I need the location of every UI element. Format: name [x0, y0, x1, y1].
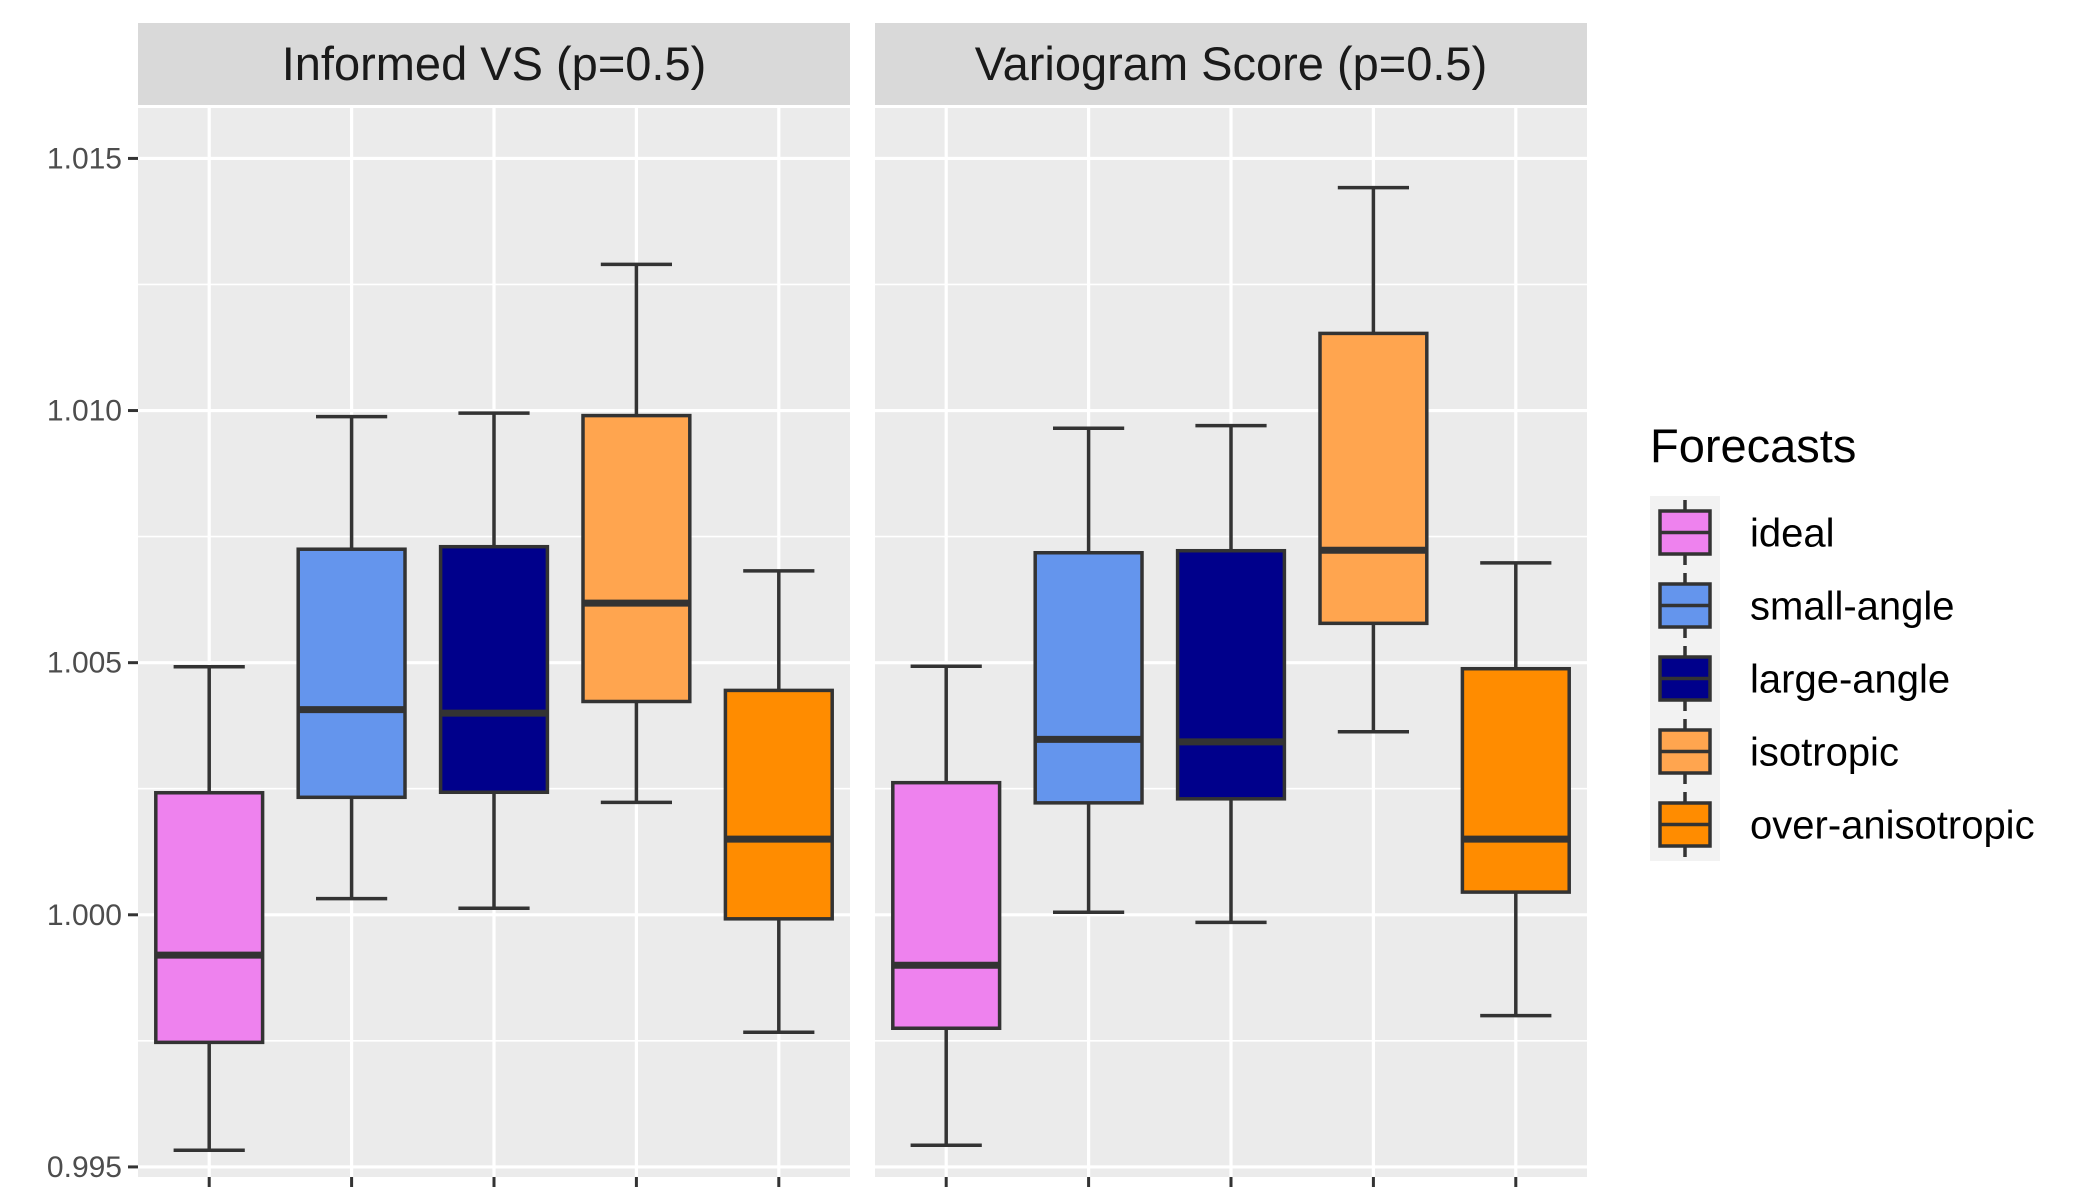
legend-label: isotropic	[1750, 731, 1899, 775]
facet-strip	[138, 23, 850, 105]
box-over-anisotropic	[723, 569, 834, 1035]
facet-title: Informed VS (p=0.5)	[282, 37, 707, 90]
panel-2: Variogram Score (p=0.5)	[875, 23, 1587, 1187]
legend-label: large-angle	[1750, 658, 1950, 702]
legend-label: ideal	[1750, 512, 1835, 556]
panels: Informed VS (p=0.5) Variogram Score (p=0.…	[138, 23, 1587, 1187]
legend-title: Forecasts	[1650, 419, 1856, 472]
box-small-angle	[296, 414, 407, 901]
legend-label: small-angle	[1750, 585, 1955, 629]
box-isotropic	[581, 262, 692, 805]
legend-label: over-anisotropic	[1750, 804, 2035, 848]
box-iqr	[1033, 550, 1144, 805]
legend-entry-ideal: ideal	[1650, 496, 1835, 569]
panel-1: Informed VS (p=0.5)	[138, 23, 850, 1187]
facet-title: Variogram Score (p=0.5)	[975, 37, 1487, 90]
y-tick-label: 1.000	[47, 899, 122, 932]
box-ideal	[891, 664, 1002, 1147]
box-iqr	[723, 688, 834, 921]
box-large-angle	[438, 411, 550, 910]
legend: Forecasts ideal small-angle large-angle isot…	[1650, 419, 2035, 861]
box-iqr	[438, 544, 550, 795]
legend-entry-small-angle: small-angle	[1650, 569, 1955, 642]
y-tick-label: 1.005	[47, 647, 122, 680]
legend-entry-large-angle: large-angle	[1650, 642, 1950, 715]
box-iqr	[891, 780, 1002, 1030]
y-tick-label: 1.010	[47, 395, 122, 428]
box-small-angle	[1033, 426, 1144, 915]
legend-entry-isotropic: isotropic	[1650, 715, 1899, 788]
facet-strip	[875, 23, 1587, 105]
y-axis: 0.995 1.000 1.005 1.010 1.015	[47, 142, 138, 1184]
box-over-anisotropic	[1460, 561, 1571, 1018]
legend-entry-over-anisotropic: over-anisotropic	[1650, 788, 2035, 861]
box-iqr	[1175, 548, 1287, 801]
box-iqr	[154, 791, 265, 1045]
y-tick-label: 1.015	[47, 142, 122, 175]
box-iqr	[1460, 666, 1571, 894]
box-iqr	[296, 547, 407, 800]
box-iqr	[581, 413, 692, 704]
box-ideal	[154, 664, 265, 1153]
y-tick-label: 0.995	[47, 1151, 122, 1184]
box-iqr	[1318, 331, 1429, 626]
box-isotropic	[1318, 185, 1429, 734]
box-large-angle	[1175, 423, 1287, 925]
